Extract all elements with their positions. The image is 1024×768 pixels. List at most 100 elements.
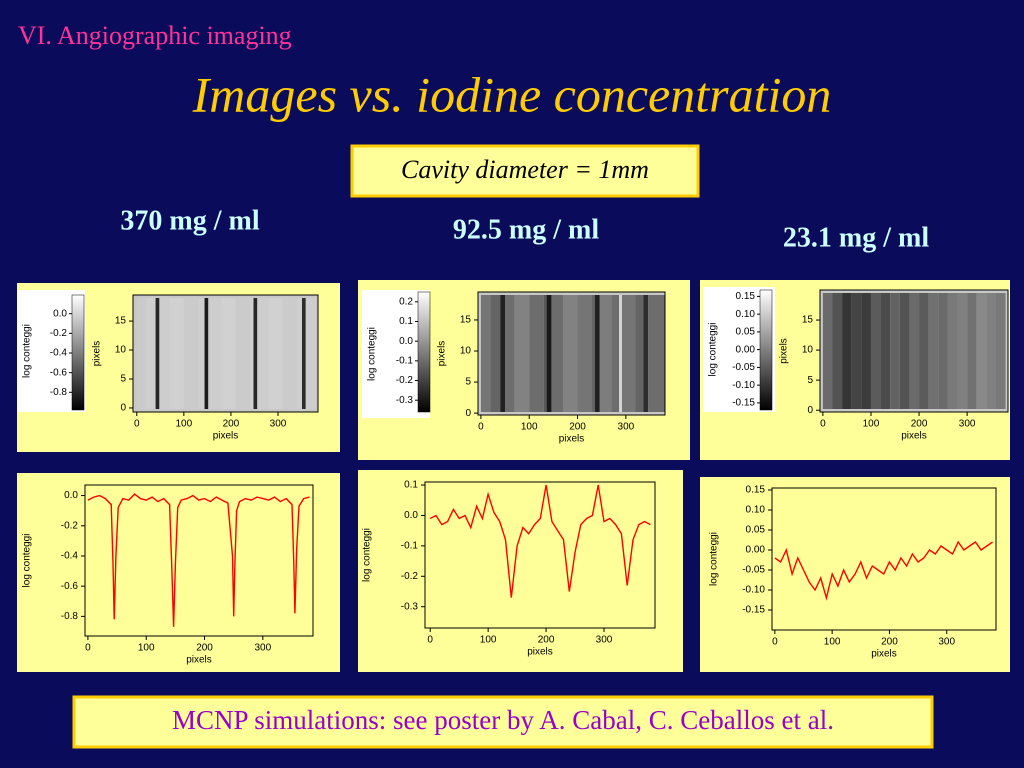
heat-column xyxy=(635,295,644,412)
colorbar-label: log conteggi xyxy=(708,323,719,377)
y-tick-label: 10 xyxy=(115,345,127,356)
colorbar-tick-label: -0.4 xyxy=(50,348,68,359)
x-tick-label: 100 xyxy=(521,422,538,433)
y-tick-label: -0.4 xyxy=(61,551,79,562)
colorbar-tick-label: 0.05 xyxy=(736,327,756,338)
heat-column xyxy=(592,295,595,412)
colorbar-tick-label: -0.6 xyxy=(50,367,68,378)
colorbar xyxy=(417,291,431,413)
x-tick-label: 0 xyxy=(772,637,778,648)
y-tick-label: 0.05 xyxy=(746,525,766,536)
heat-column xyxy=(909,293,920,409)
panel xyxy=(17,473,340,672)
plot-frame xyxy=(132,294,319,413)
heat-column xyxy=(282,298,297,409)
x-tick-label: 200 xyxy=(911,419,928,430)
heat-column xyxy=(967,293,977,409)
plot-frame xyxy=(819,289,1009,413)
y-axis-label: pixels xyxy=(92,341,103,367)
heat-column xyxy=(577,295,593,412)
x-tick-label: 0 xyxy=(478,422,484,433)
colorbar-tick-label: 0.15 xyxy=(736,291,756,302)
heat-column xyxy=(500,295,506,412)
heat-column xyxy=(563,295,578,412)
y-tick-label: -0.2 xyxy=(401,571,419,582)
heat-column xyxy=(257,298,269,409)
x-tick-label: 0 xyxy=(134,419,140,430)
colorbar-tick-label: -0.3 xyxy=(396,395,414,406)
heat-column xyxy=(136,298,147,409)
y-axis-label: log conteggi xyxy=(22,534,33,588)
x-tick-label: 0 xyxy=(427,635,433,646)
y-axis-label: log conteggi xyxy=(362,528,373,582)
colorbar-tick-label: 0.0 xyxy=(53,308,67,319)
heat-column xyxy=(619,295,622,412)
y-tick-label: 10 xyxy=(460,346,472,357)
colorbar-tick-label: 0.0 xyxy=(399,336,413,347)
profile-line xyxy=(87,493,310,627)
concentration-label: 92.5 mg / ml xyxy=(453,214,599,245)
heat-column xyxy=(986,293,996,409)
x-tick-label: 300 xyxy=(596,635,613,646)
note: Cavity diameter = 1mm xyxy=(401,155,649,184)
y-tick-label: 0.00 xyxy=(746,545,766,556)
x-tick-label: 300 xyxy=(959,419,976,430)
y-axis-label: log conteggi xyxy=(709,532,720,586)
heat-column xyxy=(861,293,871,409)
y-tick-label: 0.15 xyxy=(746,485,766,496)
heat-column xyxy=(183,298,198,409)
heat-column xyxy=(611,295,620,412)
heat-column xyxy=(842,293,852,409)
y-tick-label: 0.10 xyxy=(746,505,766,516)
x-tick-label: 100 xyxy=(138,643,155,654)
heat-column xyxy=(146,298,156,409)
y-tick-label: -0.3 xyxy=(401,601,419,612)
heat-column xyxy=(301,298,306,409)
y-tick-label: -0.8 xyxy=(61,611,79,622)
plot-frame xyxy=(477,291,666,416)
heat-column xyxy=(159,298,170,409)
concentration-label: 23.1 mg / ml xyxy=(783,222,929,253)
heat-column xyxy=(938,293,948,409)
y-tick-label: 5 xyxy=(807,375,813,386)
colorbar-tick-label: -0.2 xyxy=(396,375,414,386)
heat-column xyxy=(919,293,929,409)
y-tick-label: 15 xyxy=(802,315,814,326)
heat-column xyxy=(643,295,649,412)
heat-column xyxy=(480,295,491,412)
footer-box xyxy=(72,695,934,749)
colorbar-tick-label: 0.10 xyxy=(736,309,756,320)
heat-column xyxy=(551,295,564,412)
heat-column xyxy=(253,298,258,409)
concentration-label: 370 mg / ml xyxy=(120,205,259,236)
y-axis-label: pixels xyxy=(437,341,448,367)
colorbar-tick-label: 0.2 xyxy=(399,296,413,307)
y-tick-label: 15 xyxy=(115,316,127,327)
y-tick-label: 5 xyxy=(465,377,471,388)
y-tick-label: -0.15 xyxy=(742,605,765,616)
colorbar-tick-label: -0.10 xyxy=(732,380,755,391)
heat-column xyxy=(947,293,958,409)
section: VI. Angiographic imaging xyxy=(18,21,292,50)
x-tick-label: 300 xyxy=(618,422,635,433)
colorbar-tick-label: -0.15 xyxy=(732,398,755,409)
heat-column xyxy=(621,295,636,412)
colorbar xyxy=(759,289,773,411)
heat-column xyxy=(870,293,881,409)
heat-column xyxy=(648,295,665,412)
x-tick-label: 300 xyxy=(255,643,272,654)
y-tick-label: 0.0 xyxy=(404,510,418,521)
y-tick-label: 0 xyxy=(120,403,126,414)
heat-column xyxy=(490,295,501,412)
x-tick-label: 100 xyxy=(480,635,497,646)
profile-line xyxy=(774,540,993,601)
y-tick-label: -0.2 xyxy=(61,520,79,531)
x-axis-label: pixels xyxy=(186,655,212,666)
heat-column xyxy=(899,293,910,409)
x-tick-label: 100 xyxy=(175,419,192,430)
heat-column xyxy=(197,298,205,409)
y-tick-label: -0.1 xyxy=(401,541,419,552)
heat-column xyxy=(928,293,939,409)
